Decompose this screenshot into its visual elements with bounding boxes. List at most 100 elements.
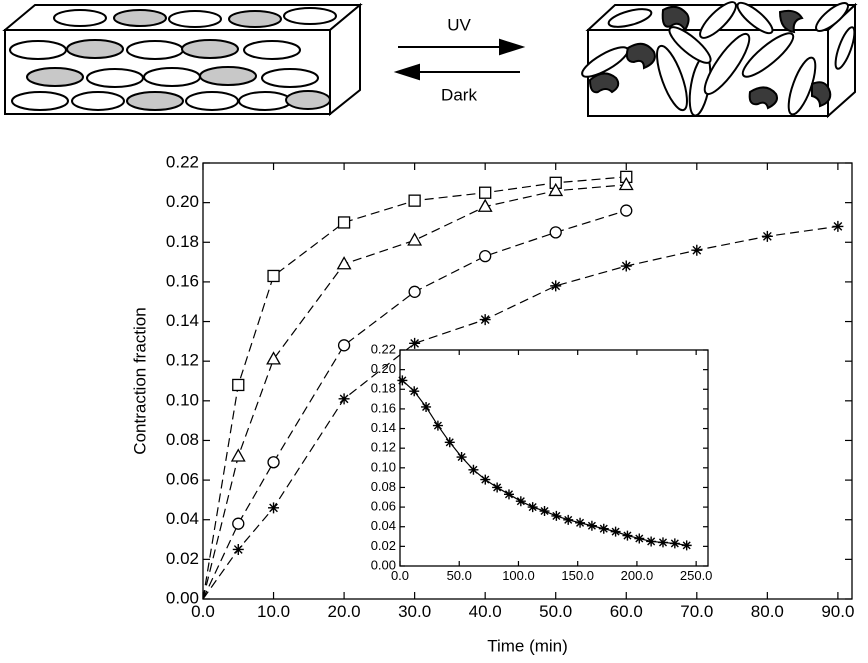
marker-star bbox=[646, 536, 657, 547]
marker-star bbox=[563, 514, 574, 525]
y-tick-label: 0.00 bbox=[371, 557, 396, 572]
x-tick-label: 10.0 bbox=[257, 602, 290, 621]
marker-triangle bbox=[477, 198, 493, 212]
marker-star bbox=[409, 337, 421, 349]
marker-star bbox=[620, 260, 632, 272]
y-tick-label: 0.00 bbox=[166, 588, 199, 607]
marker-circle bbox=[620, 204, 633, 217]
marker-star bbox=[761, 230, 773, 242]
marker-star bbox=[527, 502, 538, 513]
marker-circle bbox=[408, 285, 421, 298]
marker-star bbox=[409, 386, 420, 397]
x-tick-label: 50.0 bbox=[447, 568, 472, 583]
marker-star bbox=[832, 220, 844, 232]
marker-square bbox=[479, 186, 492, 199]
y-tick-label: 0.12 bbox=[166, 351, 199, 370]
marker-circle bbox=[267, 456, 280, 469]
marker-star bbox=[456, 452, 467, 463]
y-tick-label: 0.04 bbox=[166, 509, 199, 528]
y-tick-label: 0.06 bbox=[371, 499, 396, 514]
y-tick-label: 0.06 bbox=[166, 470, 199, 489]
marker-star bbox=[681, 540, 692, 551]
marker-star bbox=[515, 496, 526, 507]
marker-star bbox=[598, 523, 609, 534]
marker-star bbox=[444, 437, 455, 448]
x-axis-label: Time (min) bbox=[487, 636, 568, 655]
marker-star bbox=[539, 506, 550, 517]
marker-star bbox=[268, 502, 280, 514]
marker-star bbox=[550, 280, 562, 292]
y-tick-label: 0.18 bbox=[166, 232, 199, 251]
marker-triangle bbox=[230, 448, 246, 462]
y-tick-label: 0.22 bbox=[166, 152, 199, 171]
marker-star bbox=[479, 314, 491, 326]
marker-circle bbox=[549, 226, 562, 239]
x-tick-label: 20.0 bbox=[328, 602, 361, 621]
marker-circle bbox=[479, 249, 492, 263]
bent-molecules bbox=[581, 1, 856, 117]
x-tick-label: 30.0 bbox=[398, 602, 431, 621]
marker-triangle bbox=[407, 232, 423, 246]
x-tick-label: 150.0 bbox=[561, 568, 594, 583]
x-tick-label: 70.0 bbox=[680, 602, 713, 621]
y-tick-label: 0.16 bbox=[166, 271, 199, 290]
series-line bbox=[202, 209, 627, 600]
marker-circle bbox=[232, 517, 245, 530]
y-tick-label: 0.20 bbox=[166, 192, 199, 211]
y-tick-label: 0.14 bbox=[166, 311, 199, 330]
marker-star bbox=[468, 464, 479, 475]
y-tick-label: 0.08 bbox=[371, 479, 396, 494]
x-tick-label: 90.0 bbox=[821, 602, 854, 621]
marker-star bbox=[397, 375, 408, 386]
x-tick-label: 40.0 bbox=[469, 602, 502, 621]
marker-star bbox=[691, 244, 703, 256]
y-tick-label: 0.10 bbox=[371, 459, 396, 474]
marker-triangle bbox=[336, 256, 352, 270]
marker-circle bbox=[337, 339, 351, 352]
rod-molecules bbox=[9, 7, 337, 111]
marker-star bbox=[503, 489, 514, 500]
schematic: UV Dark bbox=[2, 1, 858, 119]
marker-star bbox=[492, 482, 503, 493]
x-tick-label: 80.0 bbox=[751, 602, 784, 621]
x-tick-label: 60.0 bbox=[610, 602, 643, 621]
plot-1: 0.00 0.02 0.04 0.06 0.08 0.10 0.12 0.14 0.16 0.18… bbox=[371, 341, 713, 582]
marker-star bbox=[338, 393, 350, 405]
x-tick-label: 250.0 bbox=[680, 568, 713, 583]
marker-star bbox=[432, 420, 443, 431]
marker-triangle bbox=[266, 351, 281, 365]
marker-square bbox=[408, 194, 421, 207]
y-tick-label: 0.14 bbox=[371, 420, 396, 435]
marker-star bbox=[575, 517, 586, 528]
y-tick-label: 0.02 bbox=[166, 549, 199, 568]
marker-star bbox=[634, 533, 645, 544]
marker-star bbox=[551, 510, 562, 521]
y-tick-label: 0.08 bbox=[166, 430, 199, 449]
marker-star bbox=[657, 537, 668, 548]
marker-triangle bbox=[618, 176, 634, 191]
y-axis-label: Contraction fraction bbox=[130, 307, 149, 454]
marker-star bbox=[421, 401, 432, 412]
x-tick-label: 50.0 bbox=[539, 602, 572, 621]
y-tick-label: 0.16 bbox=[371, 400, 396, 415]
y-tick-label: 0.12 bbox=[371, 440, 396, 455]
plot-frame bbox=[399, 349, 709, 567]
series-line bbox=[202, 176, 627, 600]
y-tick-label: 0.02 bbox=[371, 538, 396, 553]
dark-label: Dark bbox=[441, 85, 477, 104]
arrowhead bbox=[393, 63, 420, 81]
marker-square bbox=[267, 269, 280, 283]
x-tick-label: 200.0 bbox=[621, 568, 654, 583]
y-tick-label: 0.04 bbox=[371, 518, 396, 533]
x-tick-label: 0.0 bbox=[191, 602, 215, 621]
arrowhead bbox=[499, 38, 526, 56]
y-tick-label: 0.10 bbox=[166, 390, 199, 409]
marker-star bbox=[669, 538, 680, 549]
marker-square bbox=[232, 378, 245, 392]
y-tick-label: 0.22 bbox=[371, 341, 396, 356]
marker-star bbox=[622, 530, 633, 541]
x-tick-label: 100.0 bbox=[502, 568, 535, 583]
uv-label: UV bbox=[447, 15, 471, 34]
